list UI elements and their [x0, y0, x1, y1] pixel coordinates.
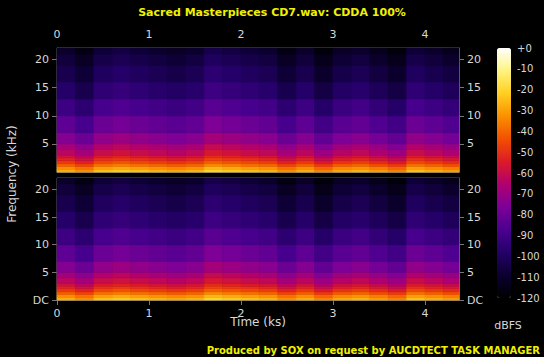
- svg-text:10: 10: [35, 238, 49, 251]
- svg-text:2: 2: [237, 307, 244, 320]
- svg-text:DC: DC: [33, 294, 49, 307]
- svg-text:Produced by SOX on request by: Produced by SOX on request by AUCDTECT T…: [207, 345, 541, 356]
- svg-text:5: 5: [467, 137, 474, 150]
- svg-text:-80: -80: [517, 209, 533, 220]
- svg-text:3: 3: [329, 28, 336, 41]
- svg-text:5: 5: [42, 266, 49, 279]
- svg-text:-90: -90: [517, 230, 533, 241]
- svg-text:0: 0: [54, 28, 61, 41]
- svg-text:10: 10: [35, 109, 49, 122]
- svg-text:-20: -20: [517, 84, 533, 95]
- svg-text:20: 20: [467, 53, 481, 66]
- svg-text:3: 3: [329, 307, 336, 320]
- svg-text:1: 1: [145, 28, 152, 41]
- svg-text:DC: DC: [467, 294, 483, 307]
- svg-text:15: 15: [467, 211, 481, 224]
- svg-text:-110: -110: [517, 272, 540, 283]
- svg-text:-50: -50: [517, 147, 533, 158]
- svg-text:5: 5: [42, 137, 49, 150]
- svg-text:15: 15: [467, 81, 481, 94]
- svg-text:20: 20: [35, 183, 49, 196]
- svg-text:-30: -30: [517, 105, 533, 116]
- svg-text:+0: +0: [517, 43, 532, 54]
- svg-text:10: 10: [467, 238, 481, 251]
- svg-text:20: 20: [35, 53, 49, 66]
- svg-text:0: 0: [54, 307, 61, 320]
- svg-text:Sacred Masterpieces CD7.wav: C: Sacred Masterpieces CD7.wav: CDDA 100%: [138, 6, 406, 19]
- svg-text:dBFS: dBFS: [494, 319, 522, 332]
- svg-text:Time (ks): Time (ks): [230, 315, 286, 329]
- svg-text:2: 2: [237, 28, 244, 41]
- svg-text:-100: -100: [517, 251, 540, 262]
- svg-text:-40: -40: [517, 126, 533, 137]
- svg-text:-70: -70: [517, 188, 533, 199]
- svg-text:10: 10: [467, 109, 481, 122]
- svg-text:-60: -60: [517, 168, 533, 179]
- svg-text:-120: -120: [517, 293, 540, 304]
- svg-text:5: 5: [467, 266, 474, 279]
- svg-text:1: 1: [145, 307, 152, 320]
- svg-text:20: 20: [467, 183, 481, 196]
- svg-text:Frequency (kHz): Frequency (kHz): [5, 125, 19, 222]
- svg-text:15: 15: [35, 211, 49, 224]
- svg-text:4: 4: [421, 28, 428, 41]
- svg-text:4: 4: [421, 307, 428, 320]
- svg-text:15: 15: [35, 81, 49, 94]
- svg-text:-10: -10: [517, 63, 533, 74]
